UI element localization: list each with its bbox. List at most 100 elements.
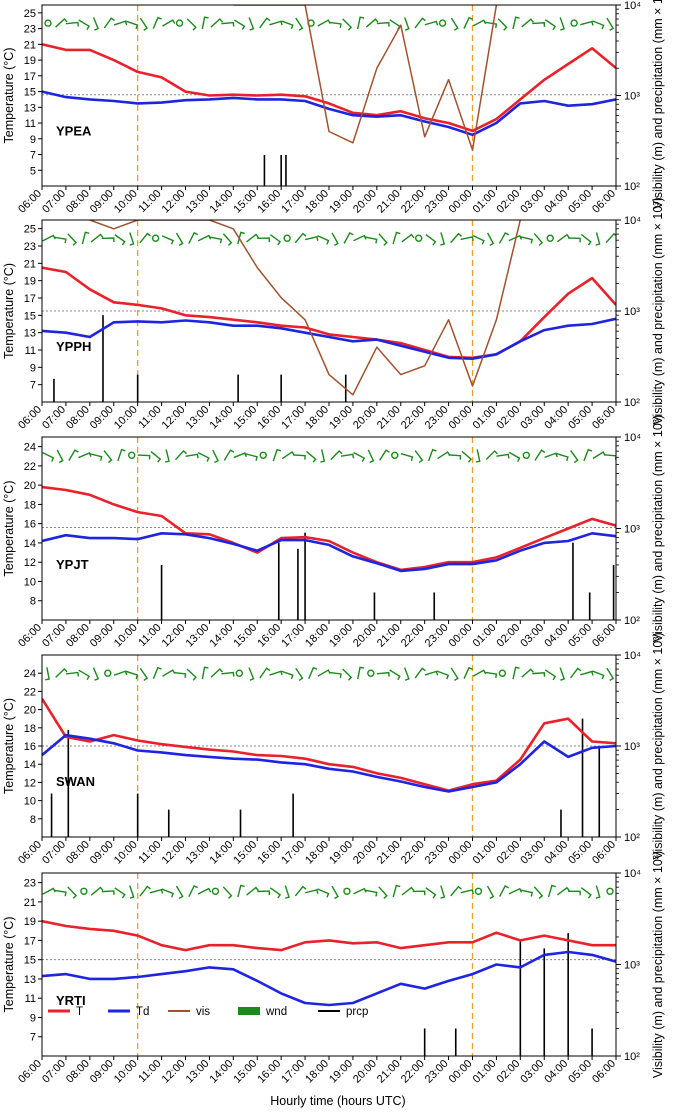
wind-calm-marker (474, 887, 483, 895)
x-tick-label: 09:00 (88, 839, 116, 867)
wind-barb (45, 667, 50, 681)
panel-frame (41, 4, 617, 187)
wind-barb (173, 671, 187, 678)
wind-barb (56, 449, 64, 464)
right-tick-label: 10³ (624, 524, 640, 536)
wind-barb (379, 449, 390, 461)
wind-barb (401, 886, 415, 896)
x-tick-label: 12:00 (160, 404, 188, 432)
x-tick-label: 05:00 (566, 188, 594, 216)
wind-barb (556, 452, 569, 462)
x-tick-label: 14:00 (208, 839, 236, 867)
temperature-line (42, 919, 616, 952)
y-tick-label: 11 (25, 993, 36, 1005)
y-tick-label: 17 (24, 293, 36, 305)
x-tick-label: 10:00 (112, 1058, 140, 1086)
x-tick-label: 18:00 (303, 839, 331, 867)
legend-label-Td: Td (136, 1006, 149, 1018)
wind-barb (437, 451, 451, 460)
right-tick-label: 10² (624, 397, 640, 409)
temperature-line (42, 485, 616, 572)
wind-calm-marker (498, 669, 507, 677)
wind-barb (460, 236, 474, 242)
wind-barb (376, 671, 390, 677)
x-tick-label: 19:00 (327, 404, 355, 432)
y-tick-label: 20 (24, 705, 36, 717)
right-tick-label: 10² (624, 832, 640, 844)
wind-calm-marker (391, 451, 399, 459)
wind-calm-marker (211, 887, 220, 895)
y-tick-label: 15 (24, 955, 36, 967)
x-tick-label: 21:00 (375, 188, 403, 216)
wind-barb (450, 667, 459, 681)
wind-barb (295, 17, 304, 31)
y-tick-label: 9 (30, 134, 36, 146)
x-tick-label: 10:00 (112, 404, 140, 432)
y-tick-label: 8 (30, 596, 36, 608)
wind-barb (556, 233, 570, 243)
wind-barb (544, 452, 558, 459)
temperature-line (42, 266, 616, 360)
x-tick-label: 20:00 (351, 404, 379, 432)
wind-barb (281, 450, 295, 460)
x-tick-label: 06:00 (16, 404, 44, 432)
wind-barb (484, 21, 498, 29)
plot-area (42, 437, 616, 620)
wind-barb (460, 889, 474, 895)
wind-barb (67, 886, 78, 899)
station-label: YPPH (56, 339, 91, 354)
y-tick-label: 23 (24, 878, 36, 890)
wind-barb (246, 233, 260, 243)
wind-calm-marker (80, 887, 88, 895)
wind-barb (161, 888, 175, 898)
y-tick-label: 15 (24, 310, 36, 322)
x-tick-label: 08:00 (64, 839, 92, 867)
wind-barb (353, 451, 366, 462)
wind-barb (149, 888, 164, 894)
wind-calm-marker (546, 234, 554, 242)
wind-barb (305, 236, 319, 241)
x-tick-label: 23:00 (423, 1058, 451, 1086)
wind-barb (343, 231, 354, 244)
x-tick-label: 01:00 (471, 404, 499, 432)
station-label: YRTI (56, 993, 86, 1008)
x-tick-label: 23:00 (423, 404, 451, 432)
wind-barb (450, 17, 459, 31)
x-tick-label: 01:00 (471, 1058, 499, 1086)
x-tick-label: 19:00 (327, 839, 355, 867)
wind-barb (150, 450, 162, 463)
wind-barb (580, 233, 592, 246)
wind-barb (259, 17, 271, 29)
legend-swatch-wnd (238, 1007, 260, 1015)
wind-barb (272, 448, 282, 462)
wind-barb (246, 886, 260, 896)
x-tick-label: 15:00 (231, 188, 259, 216)
wind-barb (81, 231, 90, 245)
x-tick-label: 23:00 (423, 622, 451, 650)
wind-barb (378, 233, 388, 246)
wind-barb (152, 16, 162, 29)
wind-barb (223, 449, 235, 461)
x-tick-label: 08:00 (64, 1058, 92, 1086)
dewpoint-line (42, 950, 616, 1007)
wind-calm-marker (367, 669, 375, 677)
wind-barb (305, 888, 319, 894)
wind-barb (364, 236, 378, 244)
wind-barb (412, 890, 426, 896)
vis-line (89, 220, 522, 396)
x-tick-label: 22:00 (399, 1058, 427, 1086)
y-tick-label: 10 (24, 796, 36, 808)
wind-barb (486, 885, 495, 900)
wind-barb (472, 669, 487, 677)
x-tick-label: 03:00 (518, 622, 546, 650)
wind-barb (248, 667, 255, 681)
x-tick-label: 15:00 (231, 404, 259, 432)
wind-barb (521, 18, 535, 28)
plot-area (42, 873, 616, 1056)
x-tick-label: 07:00 (40, 622, 68, 650)
x-tick-label: 18:00 (303, 404, 331, 432)
wind-barb (55, 18, 68, 28)
wind-barb (400, 452, 414, 461)
y-axis-label-right: Visibility (m) and precipitation (mm × 1… (651, 851, 665, 1078)
wind-barb (367, 449, 375, 464)
